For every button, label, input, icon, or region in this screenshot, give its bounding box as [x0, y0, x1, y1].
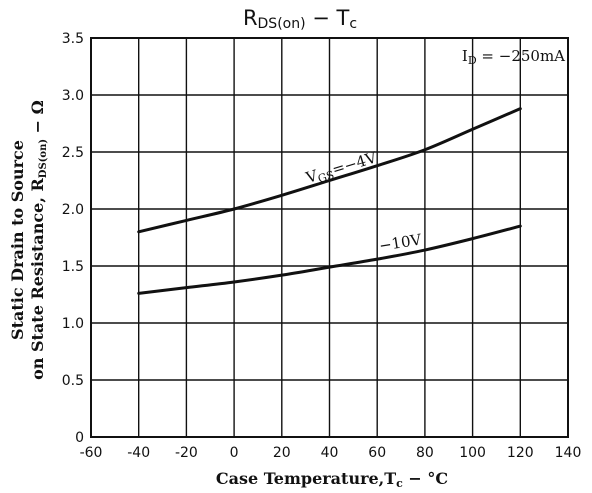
y-axis-label-line1-text: Static Drain to Source	[8, 140, 27, 340]
chart-title-var: T	[336, 6, 350, 30]
x-tick-label: 20	[273, 445, 291, 461]
y-tick-label: 2.0	[62, 202, 84, 218]
x-axis-label-sub: c	[396, 477, 403, 490]
series-label-vgs-4v: VGS=−4V	[303, 148, 380, 189]
chart-title: RDS(on) − Tc	[243, 6, 357, 32]
y-tick-label: 0.5	[62, 373, 84, 389]
y-tick-label: 2.5	[62, 145, 84, 161]
chart-title-var-sub: c	[349, 16, 357, 32]
y-tick-label: 1.5	[62, 259, 84, 275]
x-tick-label: -60	[80, 445, 103, 461]
chart-title-dash: −	[306, 6, 337, 30]
x-tick-label: 0	[230, 445, 239, 461]
y-tick-label: 0	[75, 430, 84, 446]
series-lines	[137, 107, 522, 295]
y-tick-label: 1.0	[62, 316, 84, 332]
condition-value: = −250mA	[477, 47, 566, 65]
series-label-vgs-sub: GS	[316, 168, 335, 185]
condition-main: I	[462, 47, 468, 65]
y-axis-label-line1: Static Drain to Source	[8, 140, 27, 340]
y-axis-label-line2: on State Resistance, RDS(on) − Ω	[28, 100, 49, 380]
y-axis-label-line2-main: on State Resistance, R	[28, 178, 47, 380]
chart-title-main: R	[243, 6, 258, 30]
x-tick-label: 140	[555, 445, 582, 461]
y-axis-label-line2-unit: − Ω	[28, 100, 47, 139]
x-axis-label: Case Temperature,Tc − °C	[216, 469, 448, 490]
x-tick-label: -20	[175, 445, 198, 461]
series-line-vgs-4v	[137, 107, 522, 234]
x-tick-label: 120	[507, 445, 534, 461]
axis-ticks: -60 -40 -20 0 20 40 60 80 100 120 140 0 0.5 1.0 1.5 2.0…	[62, 31, 582, 461]
test-condition: ID = −250mA	[462, 47, 565, 67]
x-axis-label-unit: − °C	[403, 469, 448, 488]
x-tick-label: -40	[127, 445, 150, 461]
x-tick-label: 60	[368, 445, 386, 461]
x-tick-label: 100	[459, 445, 486, 461]
y-tick-label: 3.0	[62, 88, 84, 104]
chart-title-sub: DS(on)	[258, 16, 306, 32]
y-tick-label: 3.5	[62, 31, 84, 47]
y-axis-label-line2-sub: DS(on)	[38, 139, 49, 178]
x-tick-label: 80	[416, 445, 434, 461]
grid	[91, 38, 568, 437]
x-tick-label: 40	[321, 445, 339, 461]
condition-sub: D	[468, 54, 477, 67]
x-axis-label-main: Case Temperature,T	[216, 469, 396, 488]
series-line-10v	[137, 224, 522, 295]
plot-frame	[90, 37, 569, 438]
